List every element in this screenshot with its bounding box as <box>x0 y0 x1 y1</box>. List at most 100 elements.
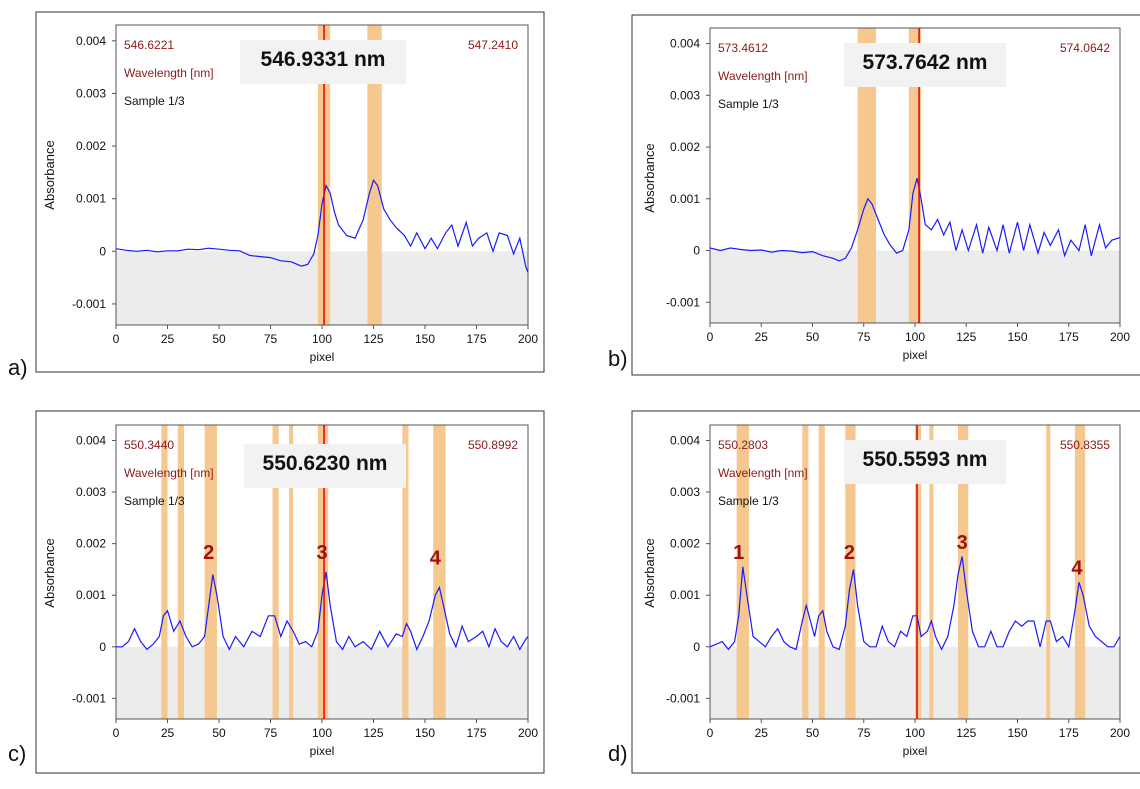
highlight-band <box>818 425 825 719</box>
y-tick-label: -0.001 <box>72 691 106 705</box>
wavelength-start: 550.3440 <box>124 438 174 452</box>
wavelength-start: 573.4612 <box>718 41 768 55</box>
x-tick-label: 200 <box>518 726 538 740</box>
x-tick-label: 75 <box>857 330 871 344</box>
y-tick-label: 0.002 <box>76 537 106 551</box>
x-tick-label: 100 <box>312 332 332 346</box>
highlight-band <box>1046 425 1051 719</box>
highlight-band <box>367 25 382 325</box>
wavelength-readout-box: 546.9331 nm <box>240 40 406 84</box>
highlight-band <box>317 425 329 719</box>
x-tick-label: 150 <box>1007 330 1027 344</box>
x-tick-label: 25 <box>161 726 175 740</box>
highlight-band <box>272 425 279 719</box>
wavelength-start: 546.6221 <box>124 38 174 52</box>
y-tick-label: -0.001 <box>666 691 700 705</box>
y-tick-label: 0.002 <box>670 140 700 154</box>
x-tick-label: 25 <box>161 332 175 346</box>
x-axis-label: pixel <box>903 744 928 758</box>
x-axis-label: pixel <box>310 350 335 364</box>
x-axis-label: pixel <box>903 348 928 362</box>
y-axis-label: Absorbance <box>642 143 657 212</box>
y-axis-label: Absorbance <box>42 140 57 209</box>
highlight-band <box>908 28 922 323</box>
x-tick-label: 175 <box>466 332 486 346</box>
x-tick-label: 75 <box>264 332 278 346</box>
chart-panel-c: 0.004 0.003 0.002 0.001 0 -0.001 0 25 50 75 100 125… <box>0 403 570 789</box>
y-tick-label: -0.001 <box>666 295 700 309</box>
y-tick-label: 0.001 <box>670 192 700 206</box>
y-axis-label: Absorbance <box>642 538 657 607</box>
y-tick-label: 0.004 <box>670 433 700 447</box>
y-tick-label: 0.003 <box>670 485 700 499</box>
highlight-band <box>929 425 934 719</box>
x-tick-label: 150 <box>1007 726 1027 740</box>
series-line <box>116 571 529 651</box>
x-tick-label: 25 <box>755 726 769 740</box>
sample-label: Sample 1/3 <box>718 97 779 111</box>
highlight-band <box>845 425 856 719</box>
chart-panel-a: 0.004 0.003 0.002 0.001 0 -0.001 0 25 50 75 100 125… <box>0 0 570 386</box>
x-tick-label: 100 <box>905 726 925 740</box>
highlight-band <box>915 425 922 719</box>
x-tick-label: 100 <box>905 330 925 344</box>
highlight-band <box>433 425 446 719</box>
x-tick-label: 200 <box>1110 726 1130 740</box>
x-tick-label: 150 <box>415 332 435 346</box>
series-line <box>115 179 529 273</box>
x-tick-label: 0 <box>113 726 120 740</box>
x-tick-label: 125 <box>363 726 383 740</box>
wavelength-end: 550.8355 <box>1060 438 1110 452</box>
wavelength-axis-label: Wavelength [nm] <box>124 466 214 480</box>
highlight-band <box>177 425 184 719</box>
peak-label: 2 <box>844 542 855 564</box>
wavelength-end: 550.8992 <box>468 438 518 452</box>
x-tick-label: 75 <box>857 726 871 740</box>
highlight-band <box>857 28 877 323</box>
wavelength-axis-label: Wavelength [nm] <box>718 69 808 83</box>
y-tick-label: 0.002 <box>76 139 106 153</box>
peak-label: 4 <box>1071 558 1083 580</box>
x-tick-label: 125 <box>956 330 976 344</box>
x-tick-label: 0 <box>707 330 714 344</box>
x-tick-label: 50 <box>806 726 820 740</box>
panel-label: c) <box>8 741 27 766</box>
y-tick-label: 0.002 <box>670 537 700 551</box>
highlight-band <box>802 425 809 719</box>
wavelength-end: 547.2410 <box>468 38 518 52</box>
peak-label: 4 <box>430 547 442 569</box>
highlight-band <box>204 425 217 719</box>
x-tick-label: 125 <box>363 332 383 346</box>
x-tick-label: 150 <box>415 726 435 740</box>
peak-label: 3 <box>957 532 968 554</box>
y-tick-label: 0 <box>693 244 700 258</box>
y-tick-label: 0.001 <box>670 588 700 602</box>
y-tick-label: 0.003 <box>76 86 106 100</box>
x-tick-label: 100 <box>312 726 332 740</box>
y-tick-label: 0 <box>99 640 106 654</box>
y-tick-label: 0.003 <box>670 88 700 102</box>
y-axis-label: Absorbance <box>42 538 57 607</box>
wavelength-readout-box: 573.7642 nm <box>844 43 1006 87</box>
x-tick-label: 75 <box>264 726 278 740</box>
y-tick-label: 0.004 <box>76 433 106 447</box>
panel-label: d) <box>608 741 628 766</box>
sample-label: Sample 1/3 <box>124 494 185 508</box>
chart-panel-d: 0.004 0.003 0.002 0.001 0 -0.001 0 25 50 75 100 125… <box>600 403 1140 789</box>
y-tick-label: 0.001 <box>76 192 106 206</box>
y-tick-label: 0 <box>99 244 106 258</box>
sample-label: Sample 1/3 <box>124 94 185 108</box>
peak-label: 2 <box>203 542 214 564</box>
peak-label: 3 <box>316 542 327 564</box>
wavelength-axis-label: Wavelength [nm] <box>124 66 214 80</box>
wavelength-start: 550.2803 <box>718 438 768 452</box>
chart-panel-b: 0.004 0.003 0.002 0.001 0 -0.001 0 25 50 75 100 125… <box>600 3 1140 389</box>
x-tick-label: 25 <box>755 330 769 344</box>
x-tick-label: 200 <box>518 332 538 346</box>
y-tick-label: 0.003 <box>76 485 106 499</box>
panel-label: b) <box>608 346 628 371</box>
x-axis-label: pixel <box>310 744 335 758</box>
x-tick-label: 50 <box>212 726 226 740</box>
x-tick-label: 175 <box>1059 726 1079 740</box>
y-tick-label: 0.004 <box>76 34 106 48</box>
